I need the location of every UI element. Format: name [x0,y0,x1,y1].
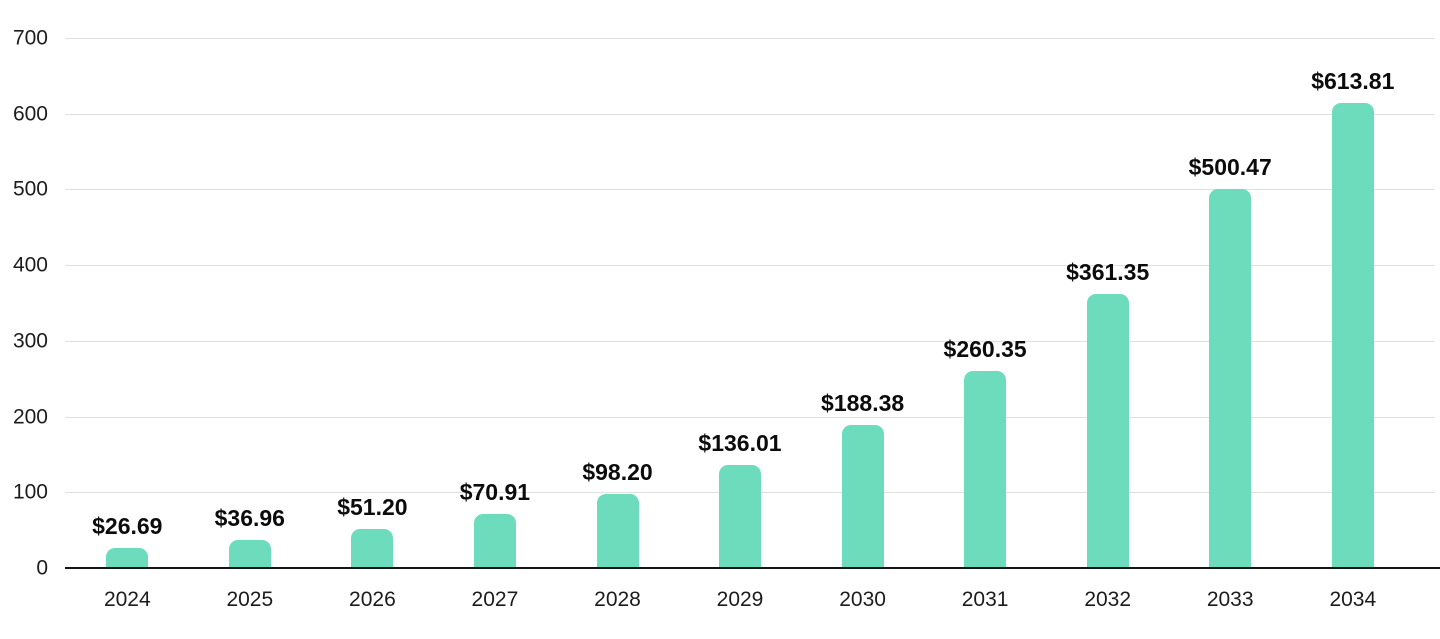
x-axis-label: 2033 [1206,588,1254,611]
x-axis-label: 2028 [594,588,641,611]
bar-2024[interactable] [106,547,149,568]
y-tick-label: 600 [12,102,48,126]
y-tick-label: 400 [12,253,48,277]
bar-value-label: $70.91 [459,479,531,506]
gridline [65,416,1435,418]
bar-value-label: $98.20 [582,458,653,485]
x-axis-label: 2026 [349,588,396,611]
gridline [65,38,1435,39]
y-tick-label: 300 [12,329,48,353]
bar-2025[interactable] [228,540,271,568]
bar-2034[interactable] [1331,103,1374,568]
bar-2030[interactable] [841,425,884,568]
x-axis-label: 2034 [1329,588,1377,611]
gridline [65,189,1435,191]
bar-value-label: $136.01 [698,430,782,456]
x-axis-label: 2032 [1084,588,1132,611]
bar-value-label: $36.96 [214,505,285,531]
bar-2033[interactable] [1209,189,1252,568]
bar-value-label: $260.35 [943,335,1027,362]
bar-value-label: $51.20 [337,494,408,521]
y-tick-label: 200 [12,405,48,429]
x-axis-label: 2031 [961,588,1009,611]
bar-value-label: $188.38 [821,390,905,417]
gridline [65,113,1435,115]
bar-2027[interactable] [473,514,516,568]
bar-2032[interactable] [1086,294,1129,568]
x-axis-label: 2030 [839,588,886,611]
bar-value-label: $613.81 [1311,68,1395,95]
y-tick-label: 100 [12,480,48,504]
x-axis-label: 2025 [226,588,274,611]
x-axis-label: 2024 [103,588,151,611]
y-tick-label: 0 [36,556,48,580]
gridline [65,340,1435,342]
bar-2026[interactable] [351,529,394,568]
y-tick-label: 500 [12,177,48,201]
bar-value-label: $361.35 [1066,259,1150,286]
bar-2028[interactable] [596,493,639,568]
y-tick-label: 700 [12,26,48,50]
x-axis-line [65,567,1440,569]
x-axis-label: 2029 [716,588,764,611]
bar-value-label: $500.47 [1188,154,1272,181]
bar-2029[interactable] [719,465,761,568]
bar-2031[interactable] [964,370,1007,568]
gridline [65,265,1435,267]
bar-value-label: $26.69 [92,512,163,539]
x-axis-label: 2027 [471,588,519,611]
